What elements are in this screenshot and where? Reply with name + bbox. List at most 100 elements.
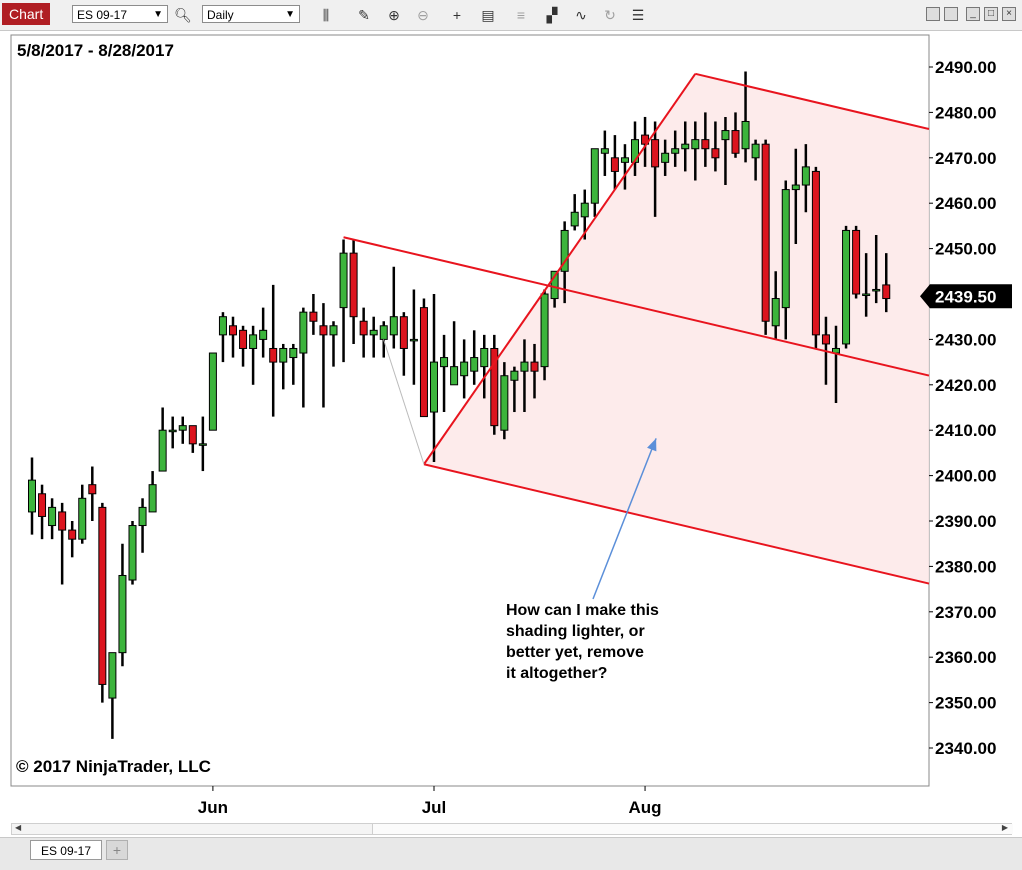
drawing-tools-icon[interactable]: ∿ [575, 7, 587, 23]
candle-body [38, 493, 47, 517]
date-range-label: 5/8/2017 - 8/28/2017 [17, 41, 174, 60]
candle-body [470, 357, 479, 372]
candle-body [208, 352, 217, 431]
scroll-right-icon[interactable]: ▶ [1001, 823, 1008, 832]
close-button[interactable]: × [1002, 7, 1016, 21]
annotation-line-3: better yet, remove [506, 644, 644, 661]
candle-body [671, 148, 680, 154]
indicators-icon[interactable]: ≡ [516, 7, 526, 23]
candle-body [319, 325, 328, 336]
window-pin-button[interactable] [944, 7, 958, 21]
candle-body [751, 143, 760, 159]
candle-body [620, 157, 629, 163]
bars-type-icon[interactable]: ⫼ [322, 7, 330, 23]
channel-mid-line[interactable] [343, 236, 930, 377]
search-icon[interactable]: 🔍︎ [174, 7, 192, 23]
instrument-selector[interactable]: ES 09-17 ▼ [72, 5, 168, 23]
price-tick-label: 2480.00 [935, 103, 996, 122]
candle-body [872, 288, 881, 292]
horizontal-scrollbar[interactable]: ◀ ▶ [11, 823, 1013, 835]
candle-body [801, 166, 810, 186]
candle-body [651, 139, 660, 168]
price-chart[interactable]: 2490.002480.002470.002460.002450.002440.… [0, 31, 1022, 821]
candle-body [480, 347, 489, 368]
reload-icon[interactable]: ↻ [604, 7, 616, 23]
channel-lines[interactable] [343, 72, 930, 585]
instrument-tab-bar: ES 09-17 + [0, 837, 1022, 870]
strategies-icon[interactable]: ▞ [546, 7, 558, 23]
annotation-line-4: it altogether? [506, 665, 607, 682]
chevron-down-icon: ▼ [153, 9, 163, 20]
channel-main-line[interactable] [423, 73, 697, 465]
candle-body [450, 366, 459, 386]
candle-body [761, 143, 770, 322]
scroll-thumb[interactable] [372, 824, 1013, 834]
channel-lower-line[interactable] [423, 463, 930, 585]
candle-body [731, 130, 740, 154]
candle-body [530, 361, 539, 372]
properties-icon[interactable]: ☰ [631, 7, 645, 23]
price-tick-label: 2400.00 [935, 467, 996, 486]
candle-body [128, 525, 137, 581]
price-tick-label: 2410.00 [935, 421, 996, 440]
candle-body [811, 170, 820, 336]
candle-body [148, 484, 157, 513]
candle-body [138, 506, 147, 527]
price-tick-label: 2420.00 [935, 376, 996, 395]
candle-body [158, 429, 167, 472]
price-tick-label: 2470.00 [935, 149, 996, 168]
window-extra-button[interactable] [926, 7, 940, 21]
crosshair-icon[interactable]: + [452, 7, 462, 23]
maximize-button[interactable]: □ [984, 7, 998, 21]
candle-body [389, 316, 398, 336]
price-tick-label: 2390.00 [935, 512, 996, 531]
candle-body [309, 311, 318, 322]
annotation-arrowhead [647, 438, 657, 452]
pencil-icon[interactable]: ✎ [358, 7, 370, 23]
interval-selector[interactable]: Daily ▼ [202, 5, 300, 23]
chevron-down-icon: ▼ [285, 9, 295, 20]
candle-body [490, 347, 499, 427]
last-price-marker: 2439.50 [920, 284, 1012, 309]
chart-window-label: Chart [2, 3, 51, 25]
candle-body [701, 139, 710, 150]
annotation: How can I make this shading lighter, or … [506, 438, 659, 682]
instrument-tab[interactable]: ES 09-17 [30, 840, 102, 860]
candle-body [781, 189, 790, 309]
candle-body [510, 370, 519, 381]
add-tab-button[interactable]: + [106, 840, 128, 860]
data-box-icon[interactable]: ▤ [481, 7, 495, 23]
minimize-button[interactable]: _ [966, 7, 980, 21]
candle-body [409, 338, 418, 342]
candle-body [108, 652, 117, 699]
candle-body [259, 329, 268, 340]
candle-body [78, 497, 87, 540]
candle-body [349, 252, 358, 318]
zoom-in-icon[interactable]: ⊕ [388, 7, 400, 23]
candle-body [791, 184, 800, 191]
candle-body [771, 298, 780, 327]
candle-body [269, 347, 278, 363]
candle-body [590, 148, 599, 204]
candle-body [68, 529, 77, 540]
candle-body [842, 229, 851, 345]
price-tick-label: 2450.00 [935, 240, 996, 259]
candle-body [721, 130, 730, 141]
copyright-label: © 2017 NinjaTrader, LLC [16, 757, 211, 776]
zoom-out-icon[interactable]: ⊖ [417, 7, 429, 23]
channel-upper-line[interactable] [695, 72, 930, 130]
candle-body [339, 252, 348, 309]
candle-body [239, 329, 248, 349]
scroll-left-icon[interactable]: ◀ [15, 823, 22, 832]
price-tick-label: 2490.00 [935, 58, 996, 77]
candle-body [460, 361, 469, 377]
candle-body [249, 334, 258, 349]
price-tick-label: 2360.00 [935, 648, 996, 667]
candle-body [229, 325, 237, 336]
candle-body [691, 139, 700, 150]
candle-body [178, 425, 187, 431]
instrument-value: ES 09-17 [77, 8, 128, 22]
candle-body [711, 148, 720, 159]
candle-body [741, 120, 750, 150]
annotation-line-2: shading lighter, or [506, 623, 645, 640]
